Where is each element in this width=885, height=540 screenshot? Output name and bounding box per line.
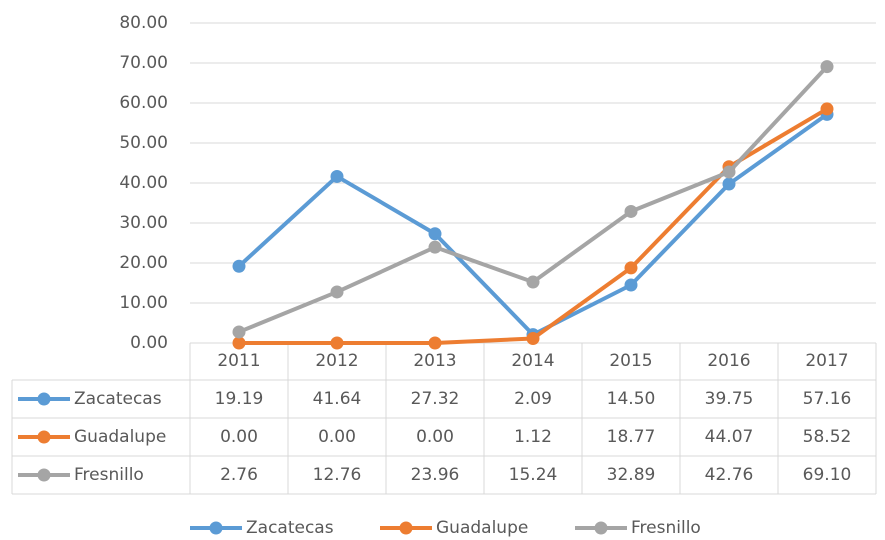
x-tick-label: 2011 [217,351,260,371]
y-tick-label: 80.00 [119,13,168,33]
legend-key-marker [594,521,608,535]
y-tick-label: 70.00 [119,53,168,73]
x-tick-label: 2012 [315,351,358,371]
table-cell: 23.96 [411,465,460,485]
series-marker [232,336,246,350]
table-key-marker [37,430,51,444]
series-line [239,107,829,345]
legend-label: Guadalupe [436,518,528,538]
table-cell: 0.00 [318,427,356,447]
series-marker [526,332,540,346]
series-marker [330,169,344,183]
y-tick-label: 0.00 [130,333,168,353]
table-cell: 41.64 [313,389,362,409]
series-marker [428,240,442,254]
legend-key-marker [399,521,413,535]
table-cell: 27.32 [411,389,460,409]
legend-key-marker [209,521,223,535]
x-tick-label: 2015 [609,351,652,371]
series-line [238,65,829,334]
y-tick-label: 60.00 [119,93,168,113]
series-line [237,112,829,337]
table-cell: 0.00 [416,427,454,447]
table-cell: 2.76 [220,465,258,485]
table-cell: 0.00 [220,427,258,447]
series-marker [330,285,344,299]
table-cell: 14.50 [607,389,656,409]
x-tick-label: 2014 [511,351,554,371]
table-cell: 58.52 [803,427,852,447]
legend-label: Zacatecas [246,518,334,538]
series-marker [722,177,736,191]
series-marker [428,336,442,350]
series-marker [820,60,834,74]
series-marker [624,261,638,275]
x-tick-label: 2013 [413,351,456,371]
series-marker [526,275,540,289]
table-cell: 44.07 [705,427,754,447]
y-tick-label: 40.00 [119,173,168,193]
y-tick-label: 30.00 [119,213,168,233]
table-cell: 19.19 [215,389,264,409]
table-cell: 1.12 [514,427,552,447]
table-key-marker [37,392,51,406]
series-marker [232,259,246,273]
table-series-name: Guadalupe [74,427,166,447]
table-cell: 57.16 [803,389,852,409]
x-tick-label: 2016 [707,351,750,371]
table-cell: 39.75 [705,389,754,409]
y-tick-label: 20.00 [119,253,168,273]
legend-label: Fresnillo [631,518,701,538]
table-cell: 32.89 [607,465,656,485]
series-marker [232,325,246,339]
series-marker [820,102,834,116]
series-marker [624,278,638,292]
series-marker [428,227,442,241]
table-cell: 12.76 [313,465,362,485]
table-cell: 42.76 [705,465,754,485]
y-tick-label: 50.00 [119,133,168,153]
table-key-marker [37,468,51,482]
table-cell: 18.77 [607,427,656,447]
series-marker [330,336,344,350]
table-series-name: Zacatecas [74,389,162,409]
y-tick-label: 10.00 [119,293,168,313]
table-series-name: Fresnillo [74,465,144,485]
table-cell: 69.10 [803,465,852,485]
table-cell: 2.09 [514,389,552,409]
series-marker [722,165,736,179]
series-marker [624,204,638,218]
x-tick-label: 2017 [805,351,848,371]
table-cell: 15.24 [509,465,558,485]
